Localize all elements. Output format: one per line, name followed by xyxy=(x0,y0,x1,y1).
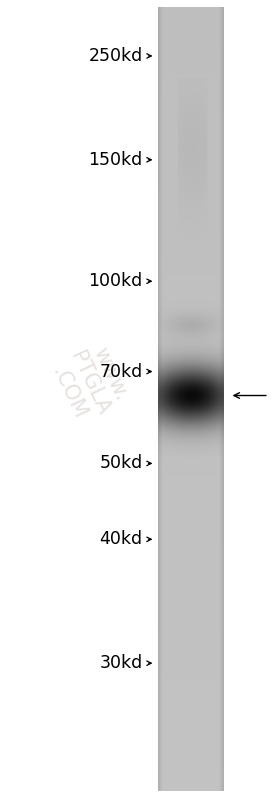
Text: 70kd: 70kd xyxy=(100,363,143,380)
Text: 150kd: 150kd xyxy=(88,151,143,169)
Text: 50kd: 50kd xyxy=(100,455,143,472)
Text: 100kd: 100kd xyxy=(88,272,143,290)
Text: 40kd: 40kd xyxy=(100,531,143,548)
Text: 250kd: 250kd xyxy=(88,47,143,65)
Text: 30kd: 30kd xyxy=(100,654,143,672)
Text: www.
PTGLA
.COM: www. PTGLA .COM xyxy=(45,339,134,428)
